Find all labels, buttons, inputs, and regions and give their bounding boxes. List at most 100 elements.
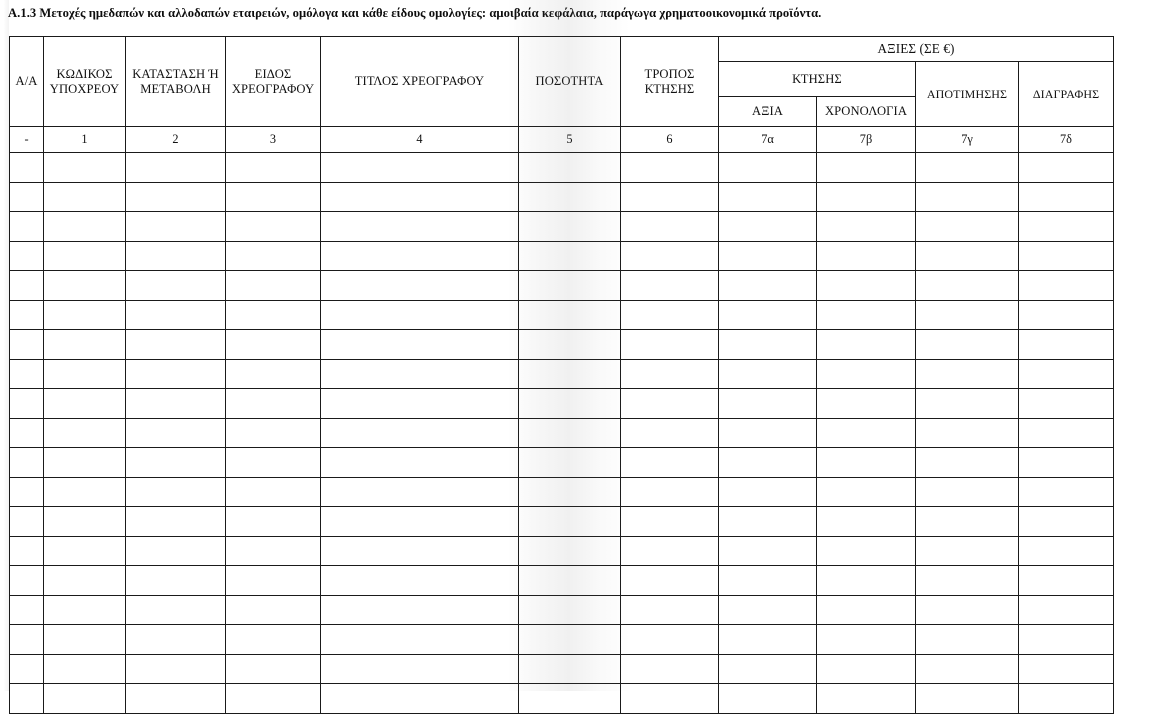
table-cell[interactable] (125, 299, 226, 330)
table-cell[interactable] (9, 594, 44, 625)
table-cell[interactable] (816, 388, 916, 419)
table-cell[interactable] (915, 476, 1019, 507)
table-cell[interactable] (718, 211, 817, 242)
table-cell[interactable] (320, 211, 519, 242)
table-cell[interactable] (915, 417, 1019, 448)
table-cell[interactable] (125, 683, 226, 714)
table-cell[interactable] (518, 181, 621, 212)
table-cell[interactable] (225, 447, 321, 478)
table-row[interactable] (9, 211, 1115, 242)
table-row[interactable] (9, 565, 1115, 596)
table-cell[interactable] (718, 594, 817, 625)
table-cell[interactable] (1017, 535, 1115, 566)
table-cell[interactable] (320, 476, 519, 507)
table-cell[interactable] (320, 624, 519, 655)
table-cell[interactable] (125, 624, 226, 655)
table-cell[interactable] (816, 417, 916, 448)
table-cell[interactable] (915, 181, 1019, 212)
table-cell[interactable] (43, 594, 126, 625)
table-cell[interactable] (125, 329, 226, 360)
table-cell[interactable] (816, 211, 916, 242)
table-cell[interactable] (9, 653, 44, 684)
table-cell[interactable] (1017, 358, 1115, 389)
table-cell[interactable] (718, 683, 817, 714)
table-cell[interactable] (518, 358, 621, 389)
table-cell[interactable] (225, 506, 321, 537)
table-cell[interactable] (9, 181, 44, 212)
table-cell[interactable] (620, 211, 719, 242)
table-cell[interactable] (43, 181, 126, 212)
table-cell[interactable] (816, 683, 916, 714)
table-cell[interactable] (1017, 565, 1115, 596)
table-cell[interactable] (43, 417, 126, 448)
table-cell[interactable] (9, 624, 44, 655)
table-cell[interactable] (9, 535, 44, 566)
table-row[interactable] (9, 624, 1115, 655)
table-cell[interactable] (816, 506, 916, 537)
table-cell[interactable] (915, 152, 1019, 183)
table-cell[interactable] (518, 240, 621, 271)
table-row[interactable] (9, 506, 1115, 537)
table-cell[interactable] (816, 653, 916, 684)
table-cell[interactable] (1017, 388, 1115, 419)
table-cell[interactable] (43, 624, 126, 655)
table-cell[interactable] (518, 624, 621, 655)
table-cell[interactable] (1017, 683, 1115, 714)
table-cell[interactable] (816, 447, 916, 478)
table-cell[interactable] (320, 683, 519, 714)
table-cell[interactable] (518, 417, 621, 448)
table-cell[interactable] (915, 447, 1019, 478)
table-cell[interactable] (620, 358, 719, 389)
table-cell[interactable] (9, 447, 44, 478)
table-cell[interactable] (816, 181, 916, 212)
table-cell[interactable] (620, 565, 719, 596)
table-cell[interactable] (718, 181, 817, 212)
table-cell[interactable] (518, 535, 621, 566)
table-cell[interactable] (225, 240, 321, 271)
table-cell[interactable] (225, 358, 321, 389)
table-cell[interactable] (1017, 329, 1115, 360)
table-cell[interactable] (620, 417, 719, 448)
table-cell[interactable] (43, 270, 126, 301)
table-cell[interactable] (9, 683, 44, 714)
table-cell[interactable] (1017, 594, 1115, 625)
table-cell[interactable] (225, 683, 321, 714)
table-cell[interactable] (9, 270, 44, 301)
table-cell[interactable] (518, 594, 621, 625)
table-cell[interactable] (320, 535, 519, 566)
table-cell[interactable] (9, 299, 44, 330)
table-cell[interactable] (816, 240, 916, 271)
table-cell[interactable] (9, 417, 44, 448)
table-cell[interactable] (518, 447, 621, 478)
table-cell[interactable] (320, 358, 519, 389)
table-cell[interactable] (620, 653, 719, 684)
table-cell[interactable] (816, 270, 916, 301)
table-cell[interactable] (125, 211, 226, 242)
table-cell[interactable] (320, 653, 519, 684)
table-cell[interactable] (125, 388, 226, 419)
table-cell[interactable] (816, 299, 916, 330)
table-cell[interactable] (718, 299, 817, 330)
table-cell[interactable] (718, 270, 817, 301)
table-cell[interactable] (718, 240, 817, 271)
table-cell[interactable] (9, 388, 44, 419)
table-cell[interactable] (320, 565, 519, 596)
table-cell[interactable] (125, 653, 226, 684)
table-cell[interactable] (225, 211, 321, 242)
table-cell[interactable] (915, 211, 1019, 242)
table-cell[interactable] (320, 506, 519, 537)
table-row[interactable] (9, 240, 1115, 271)
table-cell[interactable] (518, 211, 621, 242)
table-cell[interactable] (1017, 417, 1115, 448)
table-cell[interactable] (125, 476, 226, 507)
table-cell[interactable] (225, 152, 321, 183)
table-cell[interactable] (620, 270, 719, 301)
table-cell[interactable] (1017, 653, 1115, 684)
table-cell[interactable] (225, 476, 321, 507)
table-cell[interactable] (915, 388, 1019, 419)
table-cell[interactable] (225, 270, 321, 301)
table-cell[interactable] (225, 653, 321, 684)
table-cell[interactable] (518, 152, 621, 183)
table-row[interactable] (9, 329, 1115, 360)
table-cell[interactable] (915, 683, 1019, 714)
